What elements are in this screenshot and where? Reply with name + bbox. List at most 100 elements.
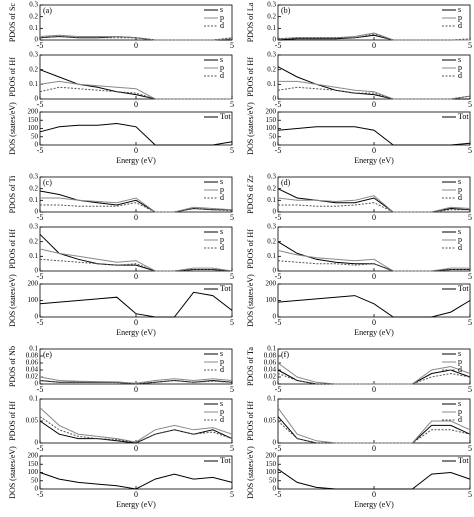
series-line (278, 202, 470, 213)
y-axis-label: DOS (states/eV) (8, 274, 17, 327)
series-line (39, 291, 233, 318)
y-axis-label: DOS (states/eV) (246, 102, 255, 155)
y-tick-label: 0.2 (29, 237, 38, 245)
y-tick-label: 0.2 (29, 184, 38, 192)
x-tick-label: 0 (134, 41, 138, 50)
legend-label: d (220, 21, 224, 30)
x-tick-label: -5 (37, 490, 44, 499)
y-axis-label: DOS (states/eV) (246, 274, 255, 327)
y-tick-label: 0.3 (267, 223, 276, 231)
y-tick-label: 0 (35, 380, 39, 388)
series-line (40, 202, 233, 213)
x-tick-label: -5 (37, 100, 44, 109)
y-axis-label: DOS (states/eV) (246, 446, 255, 499)
y-tick-label: 50 (31, 132, 39, 140)
legend-label: d (458, 193, 462, 202)
series-line (277, 250, 470, 272)
legend-label: p (458, 185, 462, 194)
x-axis-label: Energy (eV) (354, 500, 394, 509)
series-line (39, 35, 233, 41)
y-tick-label: 0.2 (267, 65, 276, 73)
y-tick-label: 0 (35, 95, 39, 103)
y-tick-label: 0.1 (267, 196, 276, 204)
series-line (39, 248, 233, 272)
x-tick-label: -5 (37, 213, 44, 222)
legend-label: d (220, 71, 224, 80)
legend-label: s (458, 227, 461, 236)
series-line (39, 407, 233, 443)
y-tick-label: 0 (35, 439, 39, 447)
x-tick-label: -5 (37, 318, 44, 327)
x-tick-label: 0 (372, 100, 376, 109)
y-axis-label: PDOS of Hf (246, 401, 255, 441)
legend-label: s (458, 177, 461, 186)
y-tick-label: 0 (273, 485, 277, 493)
legend-label: s (220, 349, 223, 358)
x-tick-label: 5 (230, 146, 234, 155)
legend-label: p (220, 63, 224, 72)
series-line (39, 86, 232, 100)
x-tick-label: -5 (275, 41, 282, 50)
series-line (277, 295, 471, 318)
y-axis-label: PDOS of Hf (246, 229, 255, 269)
y-tick-label: 100 (266, 468, 277, 476)
x-axis-label: Energy (eV) (354, 328, 394, 337)
legend-label: d (220, 365, 224, 374)
panel-label: (a) (43, 6, 52, 15)
x-tick-label: 5 (468, 444, 472, 453)
y-tick-label: 0 (273, 208, 277, 216)
plot-frame (39, 226, 233, 272)
legend-label: s (458, 399, 461, 408)
x-tick-label: -5 (37, 146, 44, 155)
x-tick-label: 5 (468, 272, 472, 281)
legend-label: p (220, 357, 224, 366)
x-tick-label: 0 (372, 41, 376, 50)
series-line (277, 420, 471, 444)
x-tick-label: -5 (275, 490, 282, 499)
plot-frame (277, 176, 471, 213)
x-tick-label: 5 (468, 385, 472, 394)
x-tick-label: -5 (275, 444, 282, 453)
y-tick-label: 0.3 (29, 1, 38, 9)
legend-label: Tot (220, 456, 231, 465)
x-tick-label: 0 (372, 213, 376, 222)
y-axis-label: PDOS of Hf (8, 57, 17, 97)
y-tick-label: 0.1 (29, 252, 38, 260)
y-tick-label: 150 (28, 460, 39, 468)
y-tick-label: 100 (28, 124, 39, 132)
y-axis-label: PDOS of Ta (246, 347, 255, 386)
y-tick-label: 0 (273, 95, 277, 103)
legend-label: p (220, 185, 224, 194)
series-line (277, 260, 470, 272)
legend-label: Tot (458, 456, 469, 465)
y-tick-label: 0.1 (267, 252, 276, 260)
x-tick-label: 0 (372, 318, 376, 327)
series-line (277, 468, 471, 490)
series-line (39, 379, 233, 385)
series-line (39, 122, 233, 146)
legend-label: Tot (220, 112, 231, 121)
y-tick-label: 0.1 (29, 196, 38, 204)
x-tick-label: 0 (134, 213, 138, 222)
y-tick-label: 0 (35, 485, 39, 493)
y-tick-label: 0 (273, 380, 277, 388)
y-tick-label: 200 (266, 452, 277, 460)
series-line (39, 376, 233, 384)
x-tick-label: -5 (275, 272, 282, 281)
y-tick-label: 0.3 (267, 1, 276, 9)
series-line (277, 372, 471, 385)
plot-frame (277, 455, 471, 490)
y-tick-label: 150 (266, 116, 277, 124)
x-tick-label: 5 (230, 490, 234, 499)
y-tick-label: 0.1 (29, 24, 38, 32)
y-tick-label: 0.08 (26, 352, 39, 360)
y-tick-label: 0.1 (29, 395, 38, 403)
y-tick-label: 0 (35, 36, 39, 44)
y-axis-label: PDOS of Hf (8, 401, 17, 441)
y-tick-label: 0.02 (26, 373, 39, 381)
legend-label: p (458, 13, 462, 22)
plot-frame (277, 111, 471, 146)
y-axis-label: PDOS of Hf (8, 229, 17, 269)
legend-label: s (220, 227, 223, 236)
plot-frame (39, 348, 233, 385)
